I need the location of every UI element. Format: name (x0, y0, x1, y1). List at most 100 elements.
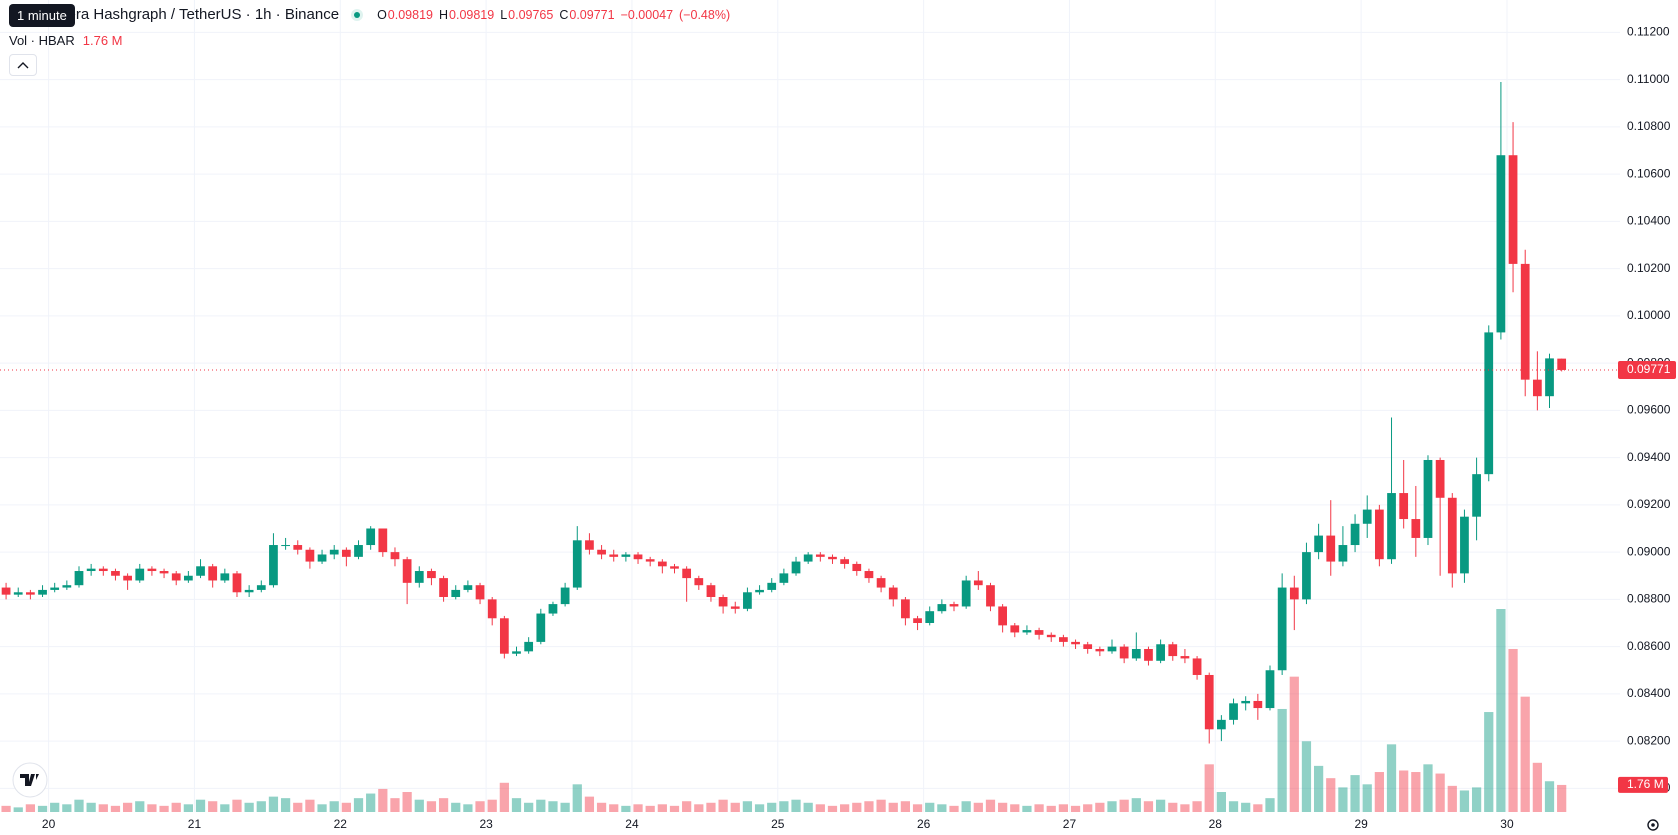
volume-bar (98, 804, 108, 812)
candle-body (317, 554, 327, 562)
candle-body (1326, 535, 1336, 562)
volume-bar (1459, 790, 1470, 812)
candle-body (38, 589, 47, 595)
candle-body (463, 585, 473, 590)
volume-bar (888, 802, 898, 812)
volume-bar (572, 784, 582, 812)
y-tick-label: 0.10000 (1627, 308, 1671, 322)
candle-body (1411, 519, 1421, 538)
volume-bar (560, 802, 570, 812)
volume-bar (779, 801, 789, 812)
candle-body (828, 556, 837, 560)
candle-body (135, 568, 145, 581)
market-status[interactable] (351, 8, 364, 21)
candle-body (86, 568, 96, 572)
candle-body (1, 587, 11, 595)
last-price-badge (1618, 360, 1676, 379)
y-tick-label: 0.08600 (1627, 639, 1671, 653)
candle-body (1374, 509, 1384, 560)
candle-body (621, 554, 631, 557)
candle-body (1557, 358, 1567, 370)
last-price-label: 0.09771 (1627, 362, 1671, 376)
volume-bar (1557, 784, 1567, 812)
tradingview-logo[interactable] (12, 762, 48, 798)
ohlc-value: 0.09765 (508, 7, 554, 22)
volume-bar (864, 801, 874, 812)
volume-bar (852, 802, 862, 812)
volume-bar (706, 802, 716, 812)
ohlc-legend: O0.09819 H0.09819 L0.09765 C0.09771 −0.00047… (377, 8, 730, 22)
candle-body (815, 554, 825, 557)
volume-bar (232, 799, 242, 812)
ohlc-value: 0.09819 (449, 7, 495, 22)
candle-body (949, 604, 959, 607)
volume-bar (475, 801, 485, 812)
volume-bar (1484, 712, 1494, 812)
volume-bar (596, 802, 607, 812)
volume-badge (1618, 776, 1668, 793)
volume-legend: Vol · HBAR 1.76 M (9, 33, 123, 48)
candle-body (390, 552, 400, 560)
volume-bar (1192, 801, 1202, 812)
candle-body (98, 568, 108, 572)
y-tick-label: 0.11000 (1627, 72, 1670, 86)
volume-bar (1326, 778, 1336, 812)
candle-body (682, 568, 692, 579)
volume-bar (925, 802, 935, 812)
collapse-button[interactable] (9, 54, 37, 76)
volume-bar (657, 804, 667, 812)
candle-body (147, 568, 157, 572)
volume-pane (1, 609, 1567, 812)
ohlc-item: O0.09819 (377, 8, 433, 22)
volume-bar (609, 804, 619, 812)
ohlc-item: C0.09771 (559, 8, 614, 22)
candle-body (341, 549, 351, 557)
candle-body (1229, 703, 1238, 720)
volume-bar (730, 802, 740, 812)
candle-body (1399, 493, 1409, 520)
y-tick-label: 0.11200 (1627, 25, 1670, 39)
volume-bar (937, 804, 947, 812)
volume-bar (1107, 801, 1117, 812)
volume-bar (86, 802, 96, 812)
candle-body (1046, 634, 1056, 638)
volume-bar (378, 788, 388, 812)
candle-body (937, 604, 947, 612)
candle-body (1107, 646, 1117, 652)
candle-body (840, 559, 850, 564)
candle-body (159, 571, 169, 574)
volume-bar (803, 802, 813, 812)
volume-bar (317, 804, 327, 812)
volume-bar (1046, 805, 1056, 812)
volume-bar (621, 805, 631, 812)
candle-body (998, 606, 1008, 626)
candle-body (803, 554, 813, 562)
volume-bar (718, 799, 728, 812)
volume-bar (1277, 708, 1287, 812)
volume-bar (1471, 787, 1482, 812)
candle-body (499, 618, 509, 654)
volume-bar (754, 804, 765, 812)
candle-body (1338, 545, 1348, 562)
settings-icon[interactable] (1647, 819, 1659, 831)
volume-bar (110, 805, 121, 812)
volume-bar (876, 799, 886, 812)
candle-body (973, 580, 983, 586)
volume-bar (742, 801, 753, 812)
candle-body (1095, 648, 1105, 652)
volume-bar (682, 801, 692, 812)
volume-bar (1532, 762, 1542, 812)
candle-body (694, 578, 704, 586)
volume-bar (171, 802, 181, 812)
candle-body (1545, 358, 1554, 397)
volume-bar (1265, 798, 1275, 812)
candle-body (1460, 516, 1469, 574)
volume-bar (633, 804, 643, 812)
volume-bar (451, 802, 461, 812)
candle-body (220, 573, 230, 581)
volume-bar (366, 793, 376, 812)
volume-bar (511, 798, 522, 812)
volume-bar (25, 804, 36, 812)
volume-bar (1034, 804, 1044, 812)
candle-body (864, 571, 874, 579)
